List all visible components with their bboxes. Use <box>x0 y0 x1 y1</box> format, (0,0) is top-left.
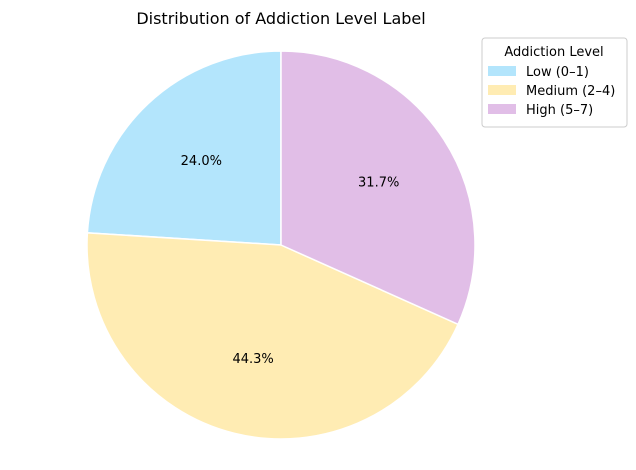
chart-title: Distribution of Addiction Level Label <box>136 9 425 28</box>
legend-label-low: Low (0–1) <box>526 65 589 80</box>
legend: Addiction Level Low (0–1) Medium (2–4) Hig… <box>481 37 628 128</box>
pie-slice-low <box>86 50 282 246</box>
legend-swatch-high <box>488 104 516 114</box>
legend-frame <box>481 37 628 128</box>
pie-slices <box>86 50 476 440</box>
legend-swatch-medium <box>488 85 516 95</box>
legend-label-medium: Medium (2–4) <box>526 84 615 99</box>
pie-slice-high <box>280 50 476 326</box>
legend-label-high: High (5–7) <box>526 103 593 118</box>
legend-swatch-low <box>488 66 516 76</box>
pie-label-high: 31.7% <box>358 176 399 191</box>
pie-label-low: 24.0% <box>181 154 222 169</box>
pie-label-medium: 44.3% <box>232 352 273 367</box>
legend-title: Addiction Level <box>504 45 603 60</box>
legend-items: Low (0–1) Medium (2–4) High (5–7) <box>488 65 615 118</box>
percent-labels: 24.0% 44.3% 31.7% <box>181 154 400 367</box>
pie-slice-medium <box>86 232 460 440</box>
